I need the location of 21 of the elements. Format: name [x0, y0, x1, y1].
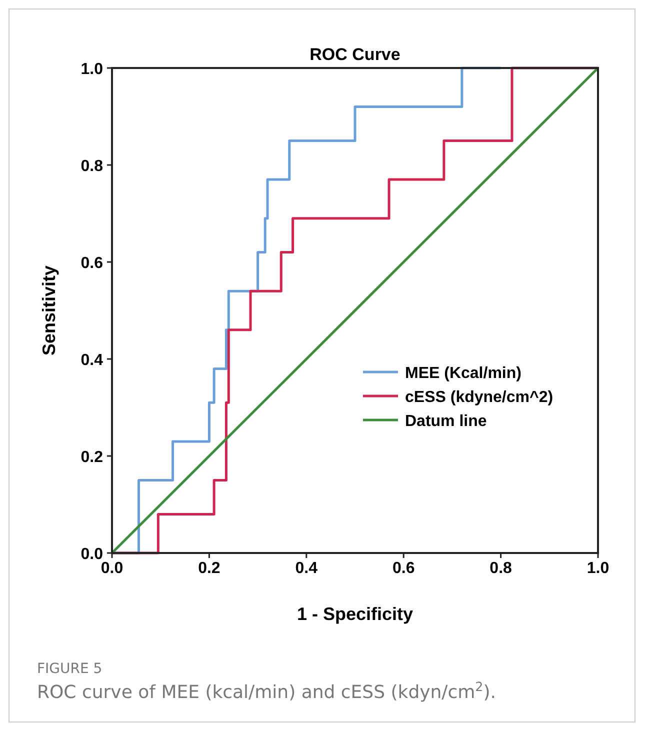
legend-label: MEE (Kcal/min)	[405, 365, 522, 382]
chart-title: ROC Curve	[310, 45, 400, 64]
x-tick-label: 0.8	[490, 560, 512, 577]
x-tick-label: 0.2	[198, 560, 220, 577]
text: ROC curve of MEE (kcal/min) and cESS (kdyn/cm$^{2}$).	[37, 678, 496, 703]
legend-label: cESS (kdyne/cm^2)	[405, 389, 554, 406]
x-tick-label: 0.0	[100, 560, 124, 577]
x-tick-label: 0.6	[392, 560, 415, 577]
y-tick-label: 0.6	[80, 255, 104, 272]
y-tick-label: 0.0	[80, 546, 104, 563]
caption: FIGURE 5	[37, 661, 102, 677]
x-tick-label: 0.4	[295, 560, 318, 577]
y-tick-label: 0.8	[80, 158, 104, 175]
y-tick-label: 0.2	[80, 449, 104, 466]
line-series	[110, 66, 600, 554]
y-axis-title: Sensitivity	[39, 265, 59, 356]
y-tick-label: 0.4	[80, 352, 104, 369]
legend-label: Datum line	[405, 413, 487, 430]
x-tick-label: 1.0	[586, 560, 610, 577]
x-axis-title: 1 - Specificity	[296, 604, 414, 624]
y-tick-label: 1.0	[80, 61, 104, 78]
